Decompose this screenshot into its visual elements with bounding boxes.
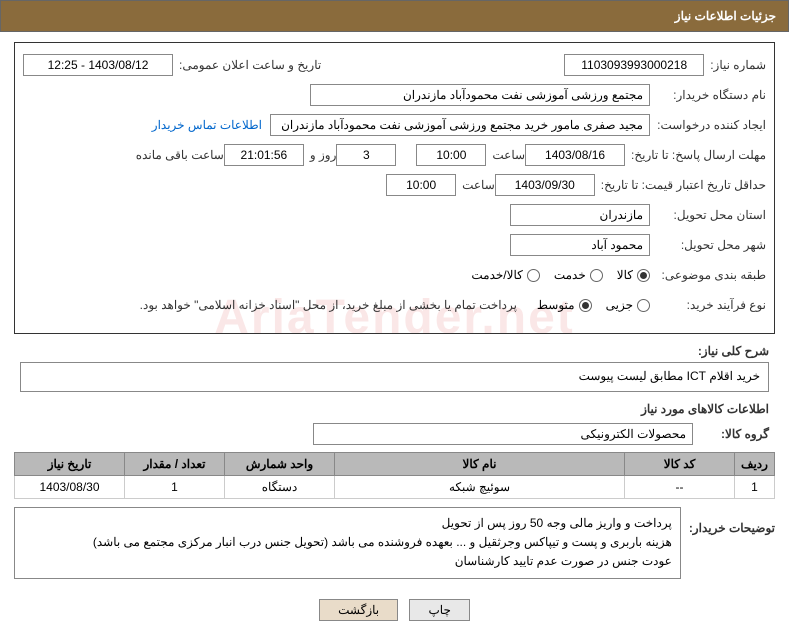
row-deadline: مهلت ارسال پاسخ: تا تاریخ: 1403/08/16 سا… xyxy=(23,143,766,167)
buyer-notes-l2: هزینه باربری و پست و تیپاکس وجرثقیل و ..… xyxy=(23,533,672,552)
group-value: محصولات الکترونیکی xyxy=(313,423,693,445)
category-radio-service[interactable]: خدمت xyxy=(554,268,603,282)
items-table: ردیف کد کالا نام کالا واحد شمارش تعداد /… xyxy=(14,452,775,499)
deadline-clock: 21:01:56 xyxy=(224,144,304,166)
row-city: شهر محل تحویل: محمود آباد xyxy=(23,233,766,257)
deadline-label: مهلت ارسال پاسخ: تا تاریخ: xyxy=(631,148,766,162)
buyer-contact-link[interactable]: اطلاعات تماس خریدار xyxy=(152,118,262,132)
buytype-radio-minor[interactable]: جزیی xyxy=(606,298,650,312)
radio-icon xyxy=(637,269,650,282)
reqnum-label: شماره نیاز: xyxy=(710,58,766,72)
buytype-opt-0: جزیی xyxy=(606,298,633,312)
group-label: گروه کالا: xyxy=(699,427,769,441)
desc-value: خرید اقلام ICT مطابق لیست پیوست xyxy=(20,362,769,392)
th-code: کد کالا xyxy=(625,453,735,476)
td-name: سوئیچ شبکه xyxy=(335,476,625,499)
buytype-note: پرداخت تمام یا بخشی از مبلغ خرید، از محل… xyxy=(140,298,517,312)
items-title: اطلاعات کالاهای مورد نیاز xyxy=(0,402,769,416)
pubdate-value: 1403/08/12 - 12:25 xyxy=(23,54,173,76)
buyer-notes-l3: عودت جنس در صورت عدم تایید کارشناسان xyxy=(23,552,672,571)
deadline-date: 1403/08/16 xyxy=(525,144,625,166)
validity-date: 1403/09/30 xyxy=(495,174,595,196)
requester-value: مجید صفری مامور خرید مجتمع ورزشی آموزشی … xyxy=(270,114,650,136)
buyer-notes-box: پرداخت و واریز مالی وجه 50 روز پس از تحو… xyxy=(14,507,681,579)
category-radio-both[interactable]: کالا/خدمت xyxy=(471,268,539,282)
buytype-opt-1: متوسط xyxy=(537,298,575,312)
buytype-radio-medium[interactable]: متوسط xyxy=(537,298,592,312)
th-qty: تعداد / مقدار xyxy=(125,453,225,476)
button-bar: چاپ بازگشت xyxy=(0,587,789,633)
validity-time-label: ساعت xyxy=(462,178,495,192)
category-opt-0: کالا xyxy=(617,268,633,282)
page-title: جزئیات اطلاعات نیاز xyxy=(675,9,776,23)
buytype-label: نوع فرآیند خرید: xyxy=(656,298,766,312)
category-radio-goods[interactable]: کالا xyxy=(617,268,650,282)
row-group: گروه کالا: محصولات الکترونیکی xyxy=(20,422,769,446)
buytype-radios: جزیی متوسط xyxy=(537,298,650,312)
validity-time: 10:00 xyxy=(386,174,456,196)
category-label: طبقه بندی موضوعی: xyxy=(656,268,766,282)
back-button[interactable]: بازگشت xyxy=(319,599,398,621)
row-buyerorg: نام دستگاه خریدار: مجتمع ورزشی آموزشی نف… xyxy=(23,83,766,107)
td-unit: دستگاه xyxy=(225,476,335,499)
deadline-remain-label: ساعت باقی مانده xyxy=(136,148,224,162)
buyer-notes-row: توضیحات خریدار: پرداخت و واریز مالی وجه … xyxy=(14,507,775,579)
radio-icon xyxy=(637,299,650,312)
th-n: ردیف xyxy=(735,453,775,476)
td-n: 1 xyxy=(735,476,775,499)
print-button[interactable]: چاپ xyxy=(409,599,469,621)
buyer-notes-label: توضیحات خریدار: xyxy=(689,507,775,535)
td-code: -- xyxy=(625,476,735,499)
row-category: طبقه بندی موضوعی: کالا خدمت کالا/خدمت xyxy=(23,263,766,287)
city-value: محمود آباد xyxy=(510,234,650,256)
reqnum-value: 1103093993000218 xyxy=(564,54,704,76)
details-panel: شماره نیاز: 1103093993000218 تاریخ و ساع… xyxy=(14,42,775,334)
deadline-days-label: روز و xyxy=(310,148,337,162)
buyerorg-value: مجتمع ورزشی آموزشی نفت محمودآباد مازندرا… xyxy=(310,84,650,106)
radio-icon xyxy=(590,269,603,282)
city-label: شهر محل تحویل: xyxy=(656,238,766,252)
province-label: استان محل تحویل: xyxy=(656,208,766,222)
requester-label: ایجاد کننده درخواست: xyxy=(656,118,766,132)
deadline-days: 3 xyxy=(336,144,396,166)
th-date: تاریخ نیاز xyxy=(15,453,125,476)
category-opt-2: کالا/خدمت xyxy=(471,268,522,282)
province-value: مازندران xyxy=(510,204,650,226)
category-radios: کالا خدمت کالا/خدمت xyxy=(471,268,650,282)
category-opt-1: خدمت xyxy=(554,268,586,282)
radio-icon xyxy=(527,269,540,282)
deadline-time: 10:00 xyxy=(416,144,486,166)
deadline-time-label: ساعت xyxy=(492,148,525,162)
table-header-row: ردیف کد کالا نام کالا واحد شمارش تعداد /… xyxy=(15,453,775,476)
row-requester: ایجاد کننده درخواست: مجید صفری مامور خری… xyxy=(23,113,766,137)
page-header: جزئیات اطلاعات نیاز xyxy=(0,0,789,32)
row-province: استان محل تحویل: مازندران xyxy=(23,203,766,227)
row-buytype: نوع فرآیند خرید: جزیی متوسط پرداخت تمام … xyxy=(23,293,766,317)
table-row: 1 -- سوئیچ شبکه دستگاه 1 1403/08/30 xyxy=(15,476,775,499)
buyer-notes-l1: پرداخت و واریز مالی وجه 50 روز پس از تحو… xyxy=(23,514,672,533)
td-date: 1403/08/30 xyxy=(15,476,125,499)
radio-icon xyxy=(579,299,592,312)
row-validity: حداقل تاریخ اعتبار قیمت: تا تاریخ: 1403/… xyxy=(23,173,766,197)
th-name: نام کالا xyxy=(335,453,625,476)
buyerorg-label: نام دستگاه خریدار: xyxy=(656,88,766,102)
pubdate-label: تاریخ و ساعت اعلان عمومی: xyxy=(179,58,321,72)
row-reqnum: شماره نیاز: 1103093993000218 تاریخ و ساع… xyxy=(23,53,766,77)
td-qty: 1 xyxy=(125,476,225,499)
th-unit: واحد شمارش xyxy=(225,453,335,476)
desc-title: شرح کلی نیاز: xyxy=(0,344,769,358)
validity-label: حداقل تاریخ اعتبار قیمت: تا تاریخ: xyxy=(601,178,766,192)
